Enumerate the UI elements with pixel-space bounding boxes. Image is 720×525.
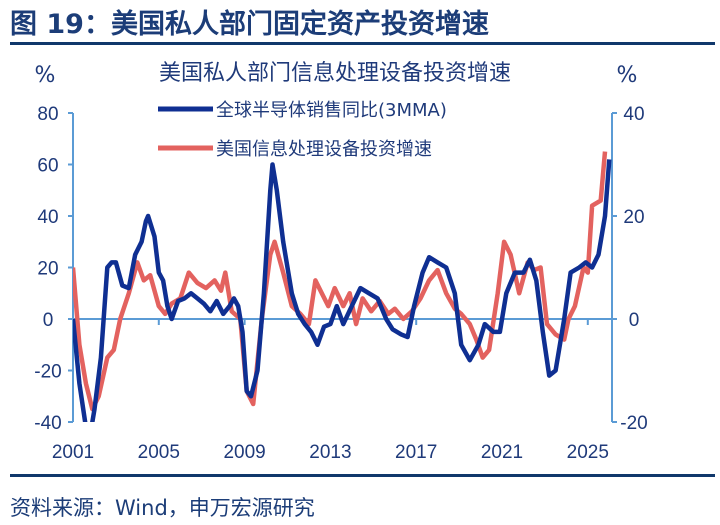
- x-tick-label: 2025: [567, 442, 609, 463]
- footer-divider: [10, 474, 715, 477]
- series-line-it-investment: [73, 151, 608, 412]
- figure-title: 图 19：美国私人部门固定资产投资增速: [10, 9, 489, 40]
- right-tick-label: -20: [620, 413, 647, 434]
- right-tick-label: 40: [623, 104, 644, 125]
- chart: 美国私人部门信息处理设备投资增速 % % 80 60 40 20 0 -20 -40 40 20…: [34, 61, 647, 463]
- left-tick-label: 0: [43, 310, 54, 331]
- x-tick-label: 2005: [138, 442, 180, 463]
- left-tick-label: -40: [34, 413, 61, 434]
- x-tick-label: 2013: [309, 442, 351, 463]
- left-tick-label: -20: [34, 362, 61, 383]
- x-tick-label: 2001: [52, 442, 94, 463]
- legend-label-it-investment: 美国信息处理设备投资增速: [216, 139, 432, 160]
- x-tick-label: 2009: [223, 442, 265, 463]
- left-tick-label: 40: [37, 207, 58, 228]
- left-tick-label: 20: [37, 259, 58, 280]
- left-tick-label: 60: [37, 156, 58, 177]
- legend: 全球半导体销售同比(3MMA) 美国信息处理设备投资增速: [158, 100, 447, 160]
- right-tick-label: 0: [629, 310, 640, 331]
- source-note: 资料来源：Wind，申万宏源研究: [10, 496, 315, 520]
- left-tick-label: 80: [37, 104, 58, 125]
- right-axis-unit: %: [617, 63, 638, 88]
- right-tick-label: 20: [623, 207, 644, 228]
- left-axis-unit: %: [35, 63, 56, 88]
- x-tick-label: 2017: [395, 442, 437, 463]
- title-divider: [10, 42, 715, 45]
- series-line-semiconductor: [73, 159, 612, 422]
- legend-label-semiconductor: 全球半导体销售同比(3MMA): [216, 100, 447, 121]
- chart-title: 美国私人部门信息处理设备投资增速: [159, 61, 511, 86]
- x-tick-label: 2021: [481, 442, 523, 463]
